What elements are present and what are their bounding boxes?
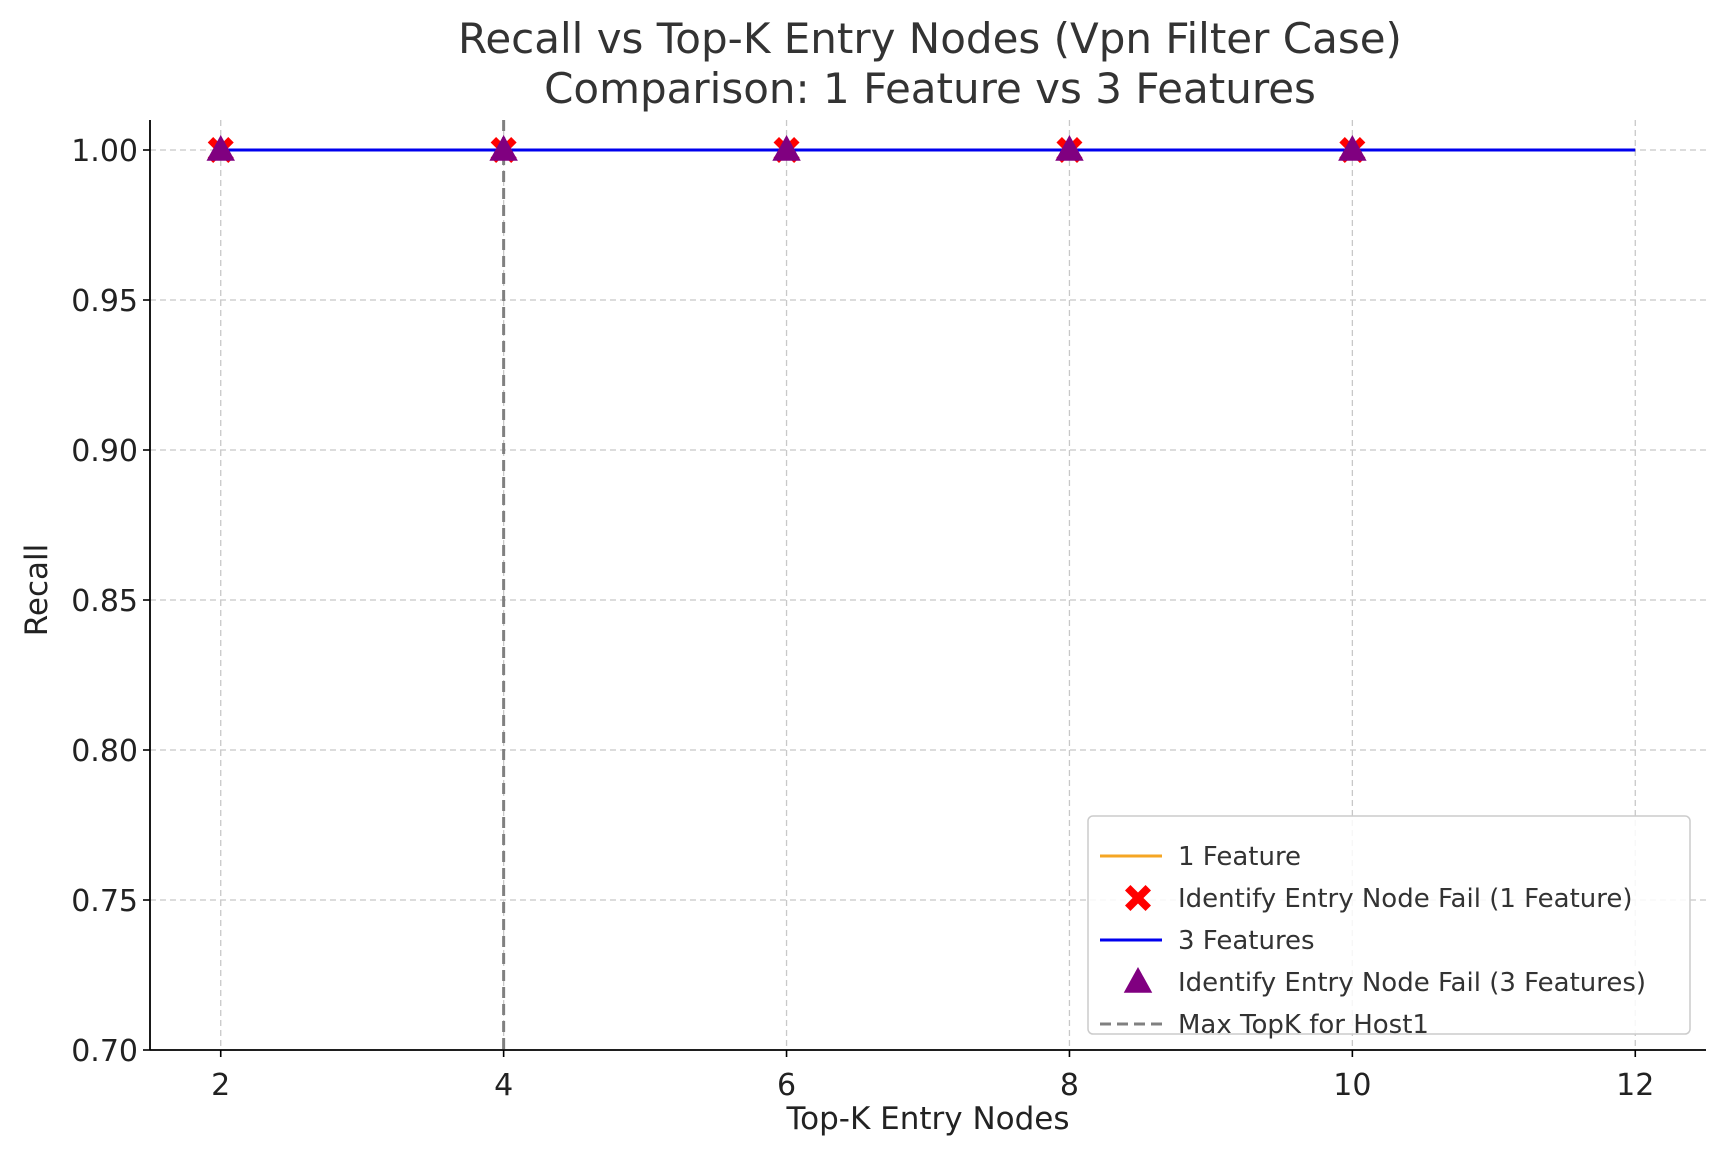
triangle-marker [489,135,518,161]
x-tick-label: 2 [211,1068,230,1103]
legend: 1 Feature Identify Entry Node Fail (1 Fea… [1087,815,1691,1040]
chart-subtitle: Comparison: 1 Feature vs 3 Features [544,64,1316,113]
legend-label: Max TopK for Host1 [1178,1010,1429,1040]
legend-x-marker [1125,885,1151,911]
legend-label: 3 Features [1178,926,1315,956]
legend-label: Identify Entry Node Fail (3 Features) [1178,968,1646,998]
y-tick-label: 0.90 [71,434,138,469]
x-tick-label: 4 [494,1068,513,1103]
x-tick-label: 8 [1060,1068,1079,1103]
legend-triangle-marker [1123,967,1153,993]
y-tick-label: 0.95 [71,284,138,319]
y-tick-label: 0.70 [71,1034,138,1069]
triangle-marker [206,135,235,161]
data-layer [206,120,1636,1050]
tick-layer: 2 4 6 8 10 12 0.70 0.75 0.80 0.85 0.90 0.95 1.00 [71,134,1654,1103]
legend-label: 1 Feature [1178,842,1301,872]
triangle-marker [1338,135,1367,161]
x-tick-label: 12 [1616,1068,1654,1103]
triangle-marker [772,135,801,161]
legend-frame [1087,815,1691,1035]
x-tick-label: 6 [777,1068,796,1103]
x-tick-label: 10 [1333,1068,1371,1103]
y-axis-label: Recall [19,544,55,637]
y-tick-label: 0.80 [71,734,138,769]
chart-title: Recall vs Top-K Entry Nodes (Vpn Filter … [458,14,1402,63]
y-tick-label: 1.00 [71,134,138,169]
y-tick-label: 0.85 [71,584,138,619]
y-tick-label: 0.75 [71,884,138,919]
legend-label: Identify Entry Node Fail (1 Feature) [1178,884,1633,914]
x-axis-label: Top-K Entry Nodes [785,1101,1069,1137]
triangle-marker [1055,135,1084,161]
